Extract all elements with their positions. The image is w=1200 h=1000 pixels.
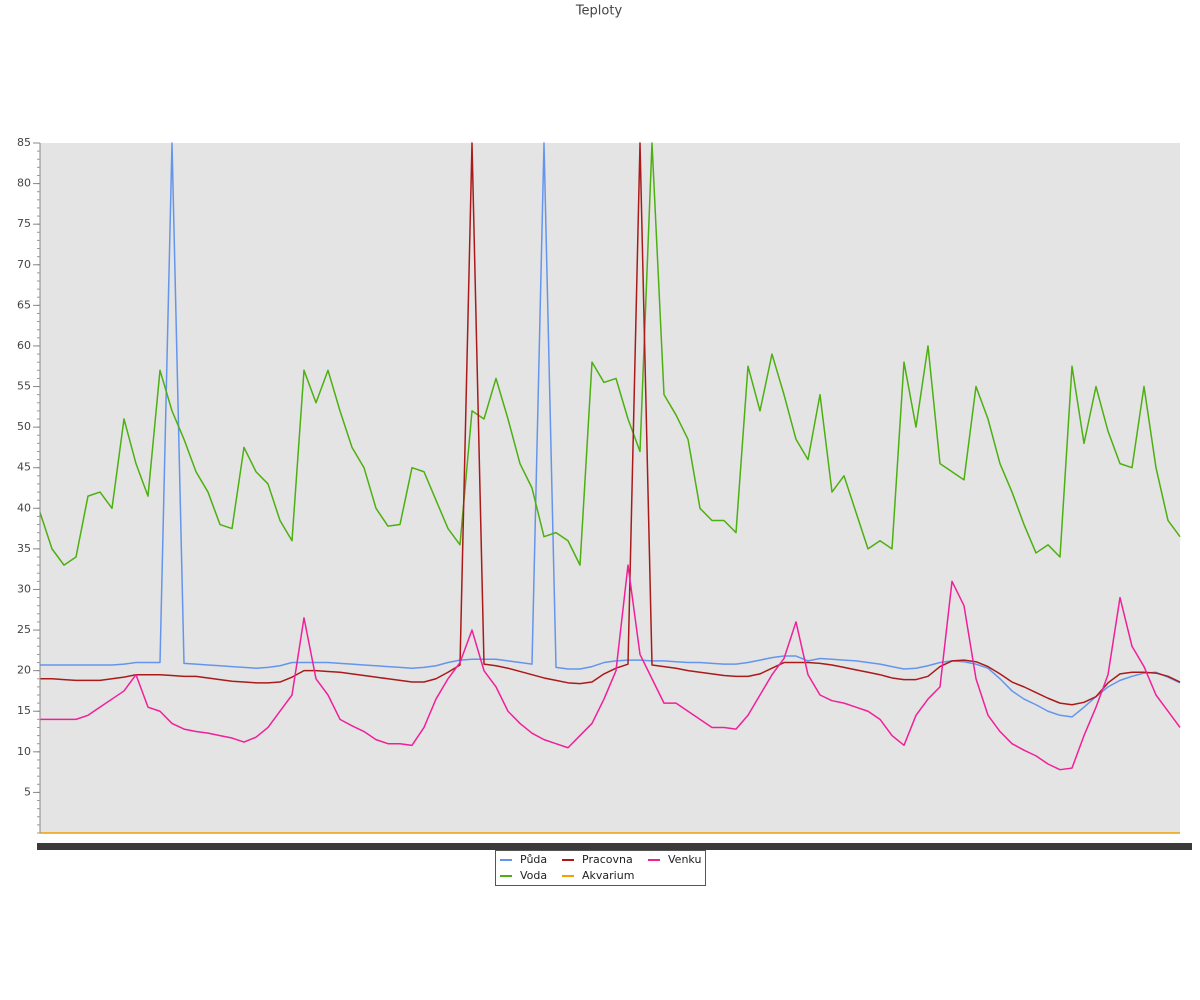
legend-label: Půda <box>520 853 547 866</box>
y-tick-label: 80 <box>17 177 31 190</box>
y-tick-label: 25 <box>17 623 31 636</box>
plot-area <box>40 143 1180 833</box>
y-tick-label: 75 <box>17 217 31 230</box>
legend-label: Akvarium <box>582 869 634 882</box>
y-tick-label: 5 <box>24 785 31 798</box>
y-tick-label: 60 <box>17 339 31 352</box>
chart-title: Teploty <box>575 4 623 19</box>
y-tick-label: 85 <box>17 136 31 149</box>
legend-label: Voda <box>520 869 547 882</box>
y-tick-label: 45 <box>17 461 31 474</box>
y-tick-label: 10 <box>17 745 31 758</box>
y-tick-label: 30 <box>17 582 31 595</box>
y-tick-label: 50 <box>17 420 31 433</box>
series-line <box>40 142 1181 706</box>
y-tick-label: 55 <box>17 380 31 393</box>
y-tick-label: 65 <box>17 298 31 311</box>
series-line <box>40 142 1181 566</box>
series-line <box>40 142 1181 718</box>
series-line <box>40 564 1181 771</box>
y-tick-label: 35 <box>17 542 31 555</box>
legend-label: Pracovna <box>582 853 633 866</box>
y-tick-label: 20 <box>17 664 31 677</box>
lines <box>40 142 1181 834</box>
y-tick-label: 15 <box>17 704 31 717</box>
x-tick-labels-band <box>37 843 1192 850</box>
legend <box>495 850 706 886</box>
legend-label: Venku <box>668 853 701 866</box>
y-tick-label: 40 <box>17 501 31 514</box>
y-tick-label: 70 <box>17 258 31 271</box>
